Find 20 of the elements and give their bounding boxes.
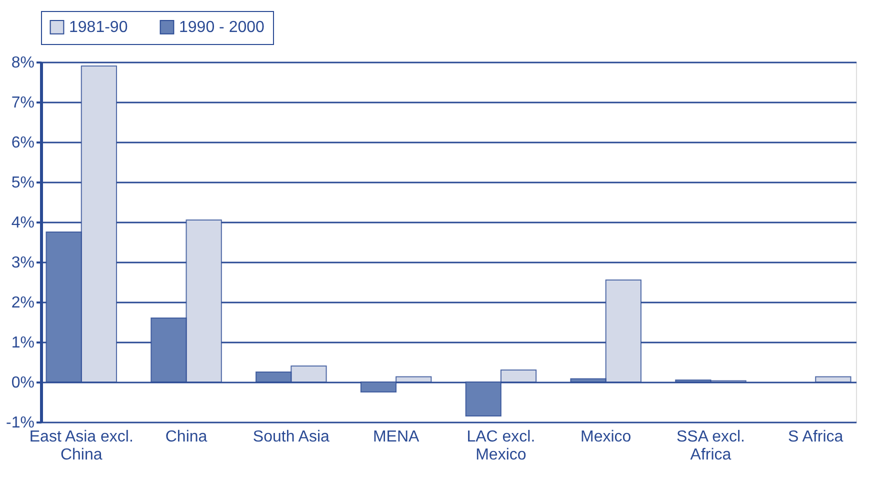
y-tick-label: 8% (11, 54, 34, 72)
x-tick-label: Mexico (580, 428, 632, 446)
y-tick-label: 1% (11, 334, 34, 352)
x-tick-label: S Africa (788, 428, 844, 446)
y-tick-label: 5% (11, 174, 34, 192)
x-tick-label: LAC excl. Mexico (466, 428, 536, 464)
x-tick-label: South Asia (252, 428, 330, 446)
legend-label: 1981-90 (69, 19, 128, 36)
y-tick-label: 3% (11, 254, 34, 272)
y-tick-label: 0% (11, 374, 34, 392)
x-tick-label: China (165, 428, 208, 446)
y-tick-label: 6% (11, 134, 34, 152)
x-tick-label: SSA excl. Africa (676, 428, 745, 464)
y-tick-label: 2% (11, 294, 34, 312)
y-tick-label: -1% (6, 414, 34, 432)
y-tick-label: 7% (11, 94, 34, 112)
x-tick-label: East Asia excl. China (29, 428, 134, 464)
x-tick-label: MENA (372, 428, 420, 446)
legend-label: 1990 - 2000 (179, 19, 265, 36)
y-tick-label: 4% (11, 214, 34, 232)
